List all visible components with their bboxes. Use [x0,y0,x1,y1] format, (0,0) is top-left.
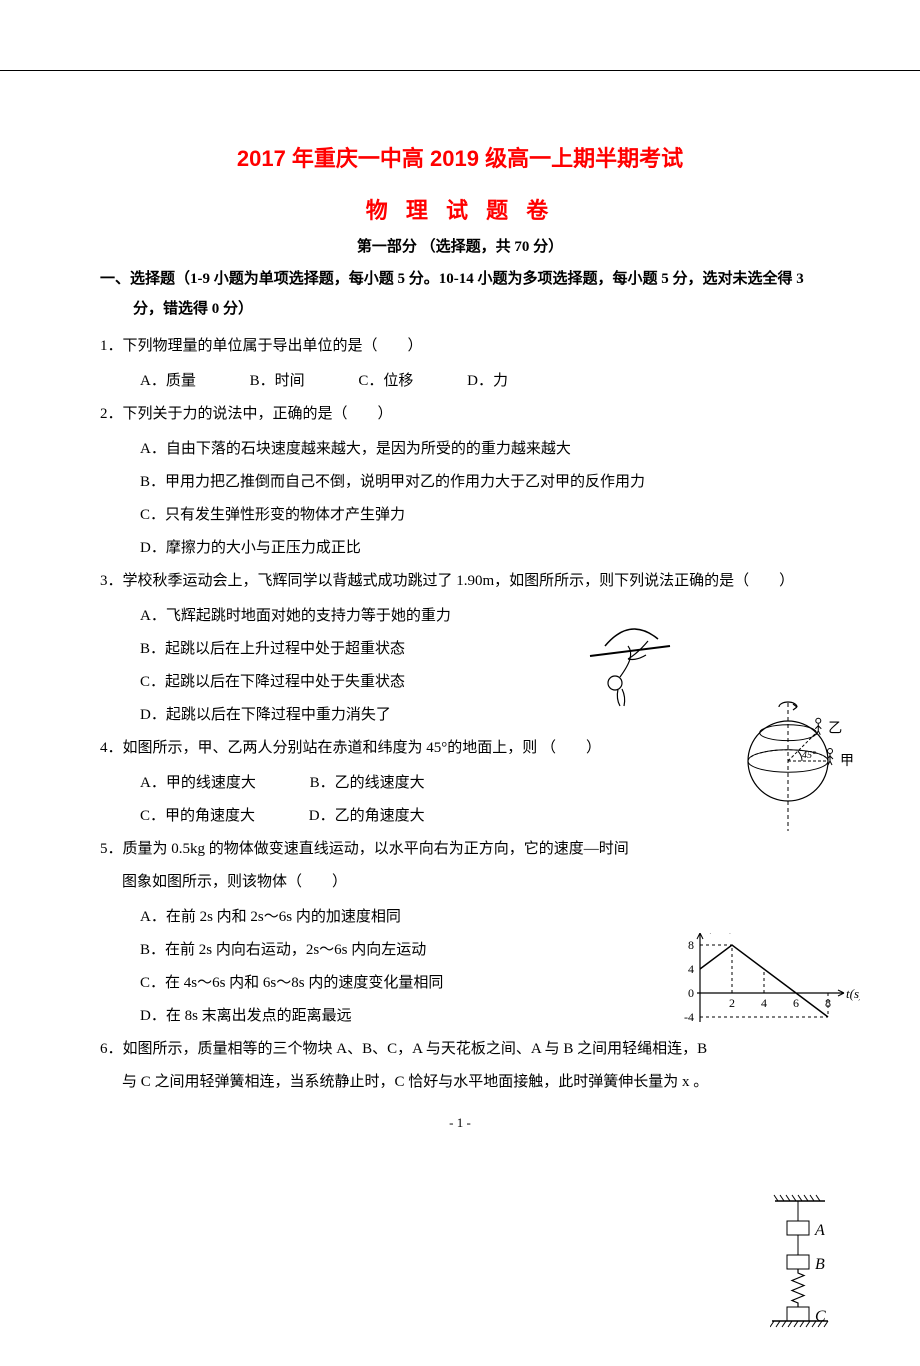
svg-text:8: 8 [688,938,694,952]
q4-options-row1: A．甲的线速度大 B．乙的线速度大 [100,767,820,800]
q3-opt-b: B．起跳以后在上升过程中处于超重状态 [100,633,820,666]
svg-text:A: A [814,1222,825,1239]
svg-text:乙: 乙 [828,721,842,737]
high-jump-figure [580,611,680,711]
exam-page: 2017 年重庆一中高 2019 级高一上期半期考试 物 理 试 题 卷 第一部… [0,70,920,1141]
svg-text:B: B [815,1256,825,1273]
q1-options: A．质量 B．时间 C．位移 D．力 [100,365,820,398]
q3-opt-d: D．起跳以后在下降过程中重力消失了 [100,699,820,732]
blocks-figure: ABC [770,1191,850,1366]
q2-opt-c: C．只有发生弹性形变的物体才产生弹力 [100,499,820,532]
section-header: 一、选择题（1-9 小题为单项选择题，每小题 5 分。10-14 小题为多项选择… [133,264,820,324]
part-header: 第一部分 （选择题，共 70 分） [100,235,820,256]
q2-opt-a: A．自由下落的石块速度越来越大，是因为所受的的重力越来越大 [100,433,820,466]
q4-opt-b: B．乙的线速度大 [310,767,425,800]
q4-stem: 4．如图所示，甲、乙两人分别站在赤道和纬度为 45°的地面上，则 （ ） [100,732,820,765]
exam-subtitle: 物 理 试 题 卷 [100,193,820,225]
svg-text:甲: 甲 [840,754,854,769]
q1-opt-b: B．时间 [250,365,305,398]
exam-title: 2017 年重庆一中高 2019 级高一上期半期考试 [100,141,820,173]
q3-opt-a: A．飞辉起跳时地面对她的支持力等于她的重力 [100,600,820,633]
q1-opt-a: A．质量 [140,365,196,398]
q4-opt-a: A．甲的线速度大 [140,767,256,800]
svg-text:v(m/s): v(m/s) [702,933,735,934]
svg-text:6: 6 [793,996,799,1010]
svg-text:t(s): t(s) [846,986,860,1001]
svg-text:4: 4 [688,962,694,976]
globe-figure: 45° 甲 乙 [740,691,860,846]
svg-text:45°: 45° [802,750,816,761]
q4-opt-c: C．甲的角速度大 [140,800,255,833]
svg-text:0: 0 [688,986,694,1000]
q1-opt-d: D．力 [467,365,508,398]
q3-stem: 3．学校秋季运动会上，飞辉同学以背越式成功跳过了 1.90m，如图所所示，则下列… [100,565,820,598]
q2-opt-b: B．甲用力把乙推倒而自己不倒，说明甲对乙的作用力大于乙对甲的反作用力 [100,466,820,499]
svg-text:-4: -4 [684,1010,694,1024]
vt-chart-figure: v(m/s)t(s)-40482468 [670,933,860,1058]
q1-stem: 1．下列物理量的单位属于导出单位的是（ ） [100,330,820,363]
q4-opt-d: D．乙的角速度大 [309,800,425,833]
q2-stem: 2．下列关于力的说法中，正确的是（ ） [100,398,820,431]
q1-opt-c: C．位移 [358,365,413,398]
svg-text:4: 4 [761,996,767,1010]
q2-opt-d: D．摩擦力的大小与正压力成正比 [100,532,820,565]
page-number: - 1 - [449,1115,471,1131]
svg-text:2: 2 [729,996,735,1010]
q3-opt-c: C．起跳以后在下降过程中处于失重状态 [100,666,820,699]
q5-opt-a: A．在前 2s 内和 2s～6s 内的加速度相同 [100,901,820,934]
q5-stem: 5．质量为 0.5kg 的物体做变速直线运动，以水平向右为正方向，它的速度—时间… [100,833,820,899]
q4-options-row2: C．甲的角速度大 D．乙的角速度大 [100,800,820,833]
